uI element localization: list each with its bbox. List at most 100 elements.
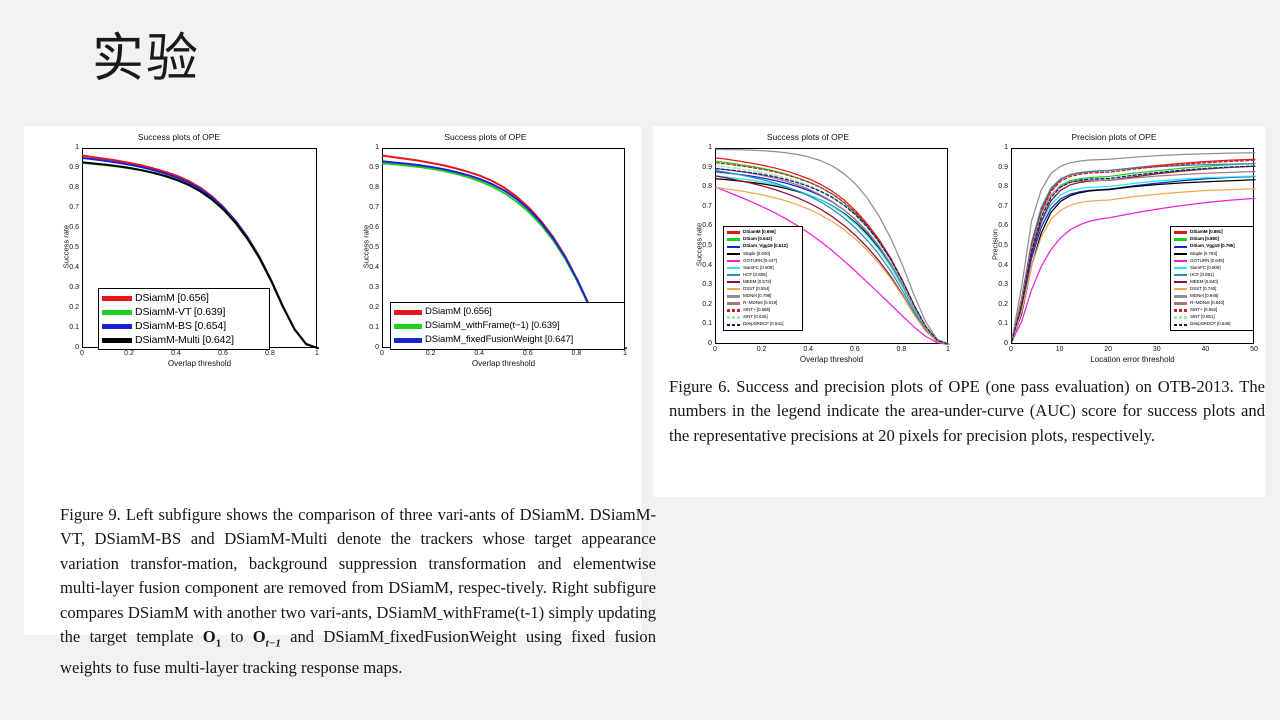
legend-label: DSiamM-BS [0.654] bbox=[135, 319, 227, 332]
legend-item[interactable]: SINT [0.851] bbox=[1174, 314, 1250, 321]
legend-item[interactable]: DeepSRDCF [0.849] bbox=[1174, 321, 1250, 328]
x-tick-label: 0.4 bbox=[171, 350, 181, 357]
legend-item[interactable]: DSiam [0.642] bbox=[727, 236, 799, 243]
y-tick-label: 0 bbox=[1004, 340, 1008, 347]
legend-color-swatch bbox=[727, 238, 740, 241]
legend-item[interactable]: HCF [0.605] bbox=[727, 272, 799, 279]
x-tick-label: 0.6 bbox=[849, 346, 860, 353]
legend-item[interactable]: SINT [0.635] bbox=[727, 314, 799, 321]
series-line bbox=[715, 167, 950, 346]
legend-item[interactable]: MDNet [0.798] bbox=[727, 293, 799, 300]
y-tick-label: 0.3 bbox=[702, 281, 712, 289]
figure9-card: Success plots of OPE 0 0.2 0.4 0.6 0.8 1 0 0.1 0.… bbox=[24, 126, 656, 677]
legend-color-swatch bbox=[394, 337, 422, 343]
legend-item[interactable]: R−MDNet [0.619] bbox=[727, 300, 799, 307]
legend-label: HCF [0.605] bbox=[743, 271, 767, 277]
x-tick-label: 40 bbox=[1201, 346, 1210, 353]
legend-color-swatch bbox=[727, 323, 740, 326]
legend-label: GOTURN [0.649] bbox=[1190, 257, 1224, 263]
legend-item[interactable]: DSiamM [0.656] bbox=[394, 305, 621, 319]
legend-item[interactable]: DSiam_Vgg19 [0.795] bbox=[1174, 243, 1250, 250]
x-tick-label: 0.4 bbox=[803, 346, 814, 353]
legend-item[interactable]: GOTURN [0.447] bbox=[727, 257, 799, 264]
legend-label: DSiamM_fixedFusionWeight [0.647] bbox=[425, 334, 574, 346]
legend-item[interactable]: DSiamM [0.891] bbox=[1174, 229, 1250, 236]
legend-color-swatch bbox=[102, 337, 132, 343]
legend-label: Staple [0.793] bbox=[1190, 250, 1217, 256]
series-line bbox=[1011, 162, 1256, 342]
legend-item[interactable]: SINT+ [0.655] bbox=[727, 307, 799, 314]
legend-item[interactable]: DSiamM-VT [0.639] bbox=[102, 305, 266, 319]
legend-color-swatch bbox=[727, 266, 740, 270]
caption-text: ˍ bbox=[384, 627, 390, 647]
legend-color-swatch bbox=[727, 316, 740, 319]
legend-item[interactable]: MEEM [0.572] bbox=[727, 279, 799, 286]
legend-color-swatch bbox=[1174, 302, 1187, 305]
legend-label: DSiam_Vgg19 [0.612] bbox=[743, 243, 788, 249]
y-tick-label: 0.8 bbox=[998, 183, 1008, 191]
legend-item[interactable]: SiamFC [0.809] bbox=[1174, 264, 1250, 271]
series-line bbox=[715, 162, 950, 346]
legend-item[interactable]: SiamFC [0.608] bbox=[727, 264, 799, 271]
legend-label: R−MDNet [0.840] bbox=[1190, 300, 1225, 306]
legend-label: SINT [0.635] bbox=[743, 314, 768, 320]
x-tick-label: 50 bbox=[1250, 346, 1258, 353]
legend-item[interactable]: DSiamM [0.656] bbox=[102, 291, 266, 305]
legend-color-swatch bbox=[727, 295, 740, 298]
legend-color-swatch bbox=[1174, 252, 1187, 256]
legend-item[interactable]: DSST [0.554] bbox=[727, 286, 799, 293]
x-tick-label: 0.6 bbox=[522, 350, 533, 357]
y-tick-label: 0.6 bbox=[998, 222, 1008, 230]
y-tick-label: 0.9 bbox=[702, 163, 712, 171]
legend-item[interactable]: MDNet [0.948] bbox=[1174, 293, 1250, 300]
y-tick-label: 0.5 bbox=[702, 242, 712, 249]
y-tick-label: 0.8 bbox=[69, 184, 79, 191]
legend-item[interactable]: Staple [0.600] bbox=[727, 250, 799, 257]
caption-text: to bbox=[221, 627, 253, 647]
y-tick-label: 1 bbox=[1004, 144, 1008, 151]
plot-curves bbox=[382, 154, 627, 350]
y-tick-label: 1 bbox=[75, 144, 79, 151]
plot-legend: DSiamM [0.656] DSiamM_withFrame(t−1) [0.6… bbox=[390, 302, 625, 350]
y-tick-label: 0.2 bbox=[369, 304, 379, 311]
caption-symbol: Ot−1 bbox=[252, 627, 281, 650]
legend-item[interactable]: MEEM [0.840] bbox=[1174, 279, 1250, 286]
legend-item[interactable]: Staple [0.793] bbox=[1174, 250, 1250, 257]
legend-item[interactable]: HCF [0.891] bbox=[1174, 272, 1250, 279]
legend-color-swatch bbox=[1174, 238, 1187, 241]
y-tick-label: 0.6 bbox=[369, 224, 379, 231]
legend-item[interactable]: DSiamM-Multi [0.642] bbox=[102, 333, 266, 347]
y-tick-label: 0.4 bbox=[998, 261, 1008, 269]
legend-label: DSST [0.740] bbox=[1190, 286, 1217, 291]
legend-label: SiamFC [0.608] bbox=[743, 264, 774, 270]
legend-item[interactable]: DSiam_Vgg19 [0.612] bbox=[727, 243, 799, 250]
legend-item[interactable]: DSiam [0.860] bbox=[1174, 236, 1250, 243]
legend-label: DSiamM [0.656] bbox=[743, 229, 776, 235]
y-tick-label: 0 bbox=[375, 344, 379, 351]
legend-item[interactable]: DSiamM-BS [0.654] bbox=[102, 319, 266, 333]
x-tick-label: 0.2 bbox=[124, 350, 134, 357]
legend-item[interactable]: GOTURN [0.649] bbox=[1174, 257, 1250, 264]
caption-text: withFrame(t-1) simply updating the targe… bbox=[60, 602, 656, 647]
legend-color-swatch bbox=[727, 309, 740, 312]
legend-item[interactable]: DSiamM_fixedFusionWeight [0.647] bbox=[394, 333, 621, 347]
legend-item[interactable]: DSiamM_withFrame(t−1) [0.639] bbox=[394, 319, 621, 333]
legend-item[interactable]: DSST [0.740] bbox=[1174, 286, 1250, 293]
plot-curves bbox=[1011, 152, 1256, 342]
x-tick-label: 0.2 bbox=[425, 350, 436, 357]
y-tick-label: 0.7 bbox=[369, 204, 379, 211]
legend-item[interactable]: DSiamM [0.656] bbox=[727, 229, 799, 236]
y-tick-label: 1 bbox=[708, 144, 712, 151]
legend-label: DSiamM_withFrame(t−1) [0.639] bbox=[425, 320, 560, 332]
legend-item[interactable]: R−MDNet [0.840] bbox=[1174, 300, 1250, 307]
x-tick-label: 0.8 bbox=[896, 346, 907, 353]
legend-item[interactable]: SINT+ [0.882] bbox=[1174, 307, 1250, 314]
legend-label: HCF [0.891] bbox=[1190, 271, 1214, 277]
y-tick-label: 0.5 bbox=[369, 244, 379, 251]
legend-item[interactable]: DeepSRDCF [0.641] bbox=[727, 321, 799, 328]
x-tick-label: 0.4 bbox=[474, 350, 485, 357]
y-tick-label: 0 bbox=[708, 340, 712, 347]
legend-label: GOTURN [0.447] bbox=[743, 257, 777, 263]
legend-label: DSiam [0.642] bbox=[743, 236, 772, 242]
